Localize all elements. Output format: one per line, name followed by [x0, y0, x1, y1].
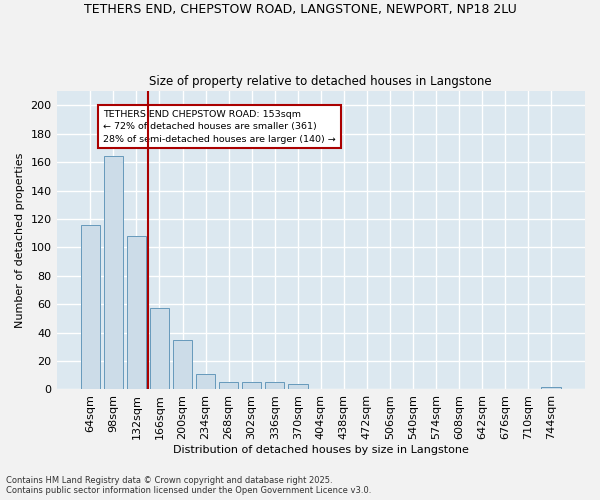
Bar — [196, 374, 215, 390]
Bar — [219, 382, 238, 390]
Title: Size of property relative to detached houses in Langstone: Size of property relative to detached ho… — [149, 76, 492, 88]
Bar — [173, 340, 193, 390]
Bar — [127, 236, 146, 390]
Bar — [265, 382, 284, 390]
Text: TETHERS END, CHEPSTOW ROAD, LANGSTONE, NEWPORT, NP18 2LU: TETHERS END, CHEPSTOW ROAD, LANGSTONE, N… — [83, 2, 517, 16]
Text: Contains HM Land Registry data © Crown copyright and database right 2025.
Contai: Contains HM Land Registry data © Crown c… — [6, 476, 371, 495]
Text: TETHERS END CHEPSTOW ROAD: 153sqm
← 72% of detached houses are smaller (361)
28%: TETHERS END CHEPSTOW ROAD: 153sqm ← 72% … — [103, 110, 336, 144]
X-axis label: Distribution of detached houses by size in Langstone: Distribution of detached houses by size … — [173, 445, 469, 455]
Y-axis label: Number of detached properties: Number of detached properties — [15, 152, 25, 328]
Bar — [288, 384, 308, 390]
Bar — [242, 382, 262, 390]
Bar — [80, 224, 100, 390]
Bar — [149, 308, 169, 390]
Bar — [104, 156, 123, 390]
Bar — [541, 386, 561, 390]
